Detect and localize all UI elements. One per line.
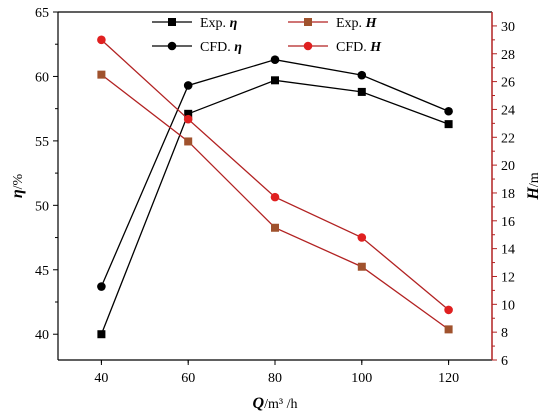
series-line <box>100 79 449 335</box>
axes: 40 60 80 100 120 40 45 50 55 60 65 6 8 10 12 14 16 18 20 22… <box>9 6 542 412</box>
legend-marker <box>168 18 176 26</box>
x-axis-var: Q <box>253 395 265 412</box>
y-right-var: H <box>525 187 542 201</box>
series-3 <box>97 70 453 334</box>
data-point <box>97 35 106 45</box>
y-left-tick-label: 55 <box>35 135 49 150</box>
legend-label-var: η <box>234 40 242 55</box>
legend-label-var: H <box>369 40 382 55</box>
legend-label-text: Exp. <box>336 16 366 31</box>
y-right-tick-label: 6 <box>501 354 508 369</box>
data-point <box>357 70 367 80</box>
y-left-var: η <box>9 189 26 198</box>
y-right-tick-label: 18 <box>501 187 515 202</box>
legend-label-text: CFD. <box>336 40 370 55</box>
y-left-title: η/% <box>9 174 26 199</box>
x-tick-label: 120 <box>438 371 459 386</box>
y-right-tick-label: 16 <box>501 215 515 230</box>
series-2 <box>97 55 453 291</box>
data-point <box>444 305 453 315</box>
data-point <box>270 55 280 64</box>
y-right-tick-label: 12 <box>501 270 515 285</box>
y-right-tick-label: 26 <box>501 76 515 91</box>
data-point <box>357 87 366 96</box>
legend-item-3: Exp. H <box>288 16 378 31</box>
legend-item-2: CFD. η <box>152 40 242 55</box>
data-point <box>271 76 279 85</box>
y-right-tick-label: 20 <box>501 159 515 174</box>
y-left-tick-label: 45 <box>35 264 49 279</box>
data-point <box>97 70 106 79</box>
series-line <box>100 59 449 287</box>
data-point <box>270 192 280 202</box>
series-layer <box>97 35 453 339</box>
series-4 <box>97 35 453 315</box>
legend-label-text: CFD. <box>200 40 234 55</box>
legend-marker <box>167 41 177 51</box>
legend-marker <box>304 18 312 26</box>
series-1 <box>97 76 453 339</box>
y-left-tick-label: 60 <box>35 70 49 85</box>
legend-item-4: CFD. H <box>288 40 382 55</box>
legend-label-var: η <box>230 16 238 31</box>
data-point <box>97 330 106 339</box>
legend-label-var: H <box>365 16 378 31</box>
y-left-unit: /% <box>11 174 26 190</box>
y-right-tick-label: 30 <box>501 20 515 35</box>
x-tick-label: 100 <box>351 371 372 386</box>
y-left-tick-label: 65 <box>35 6 49 21</box>
y-left-tick-label: 50 <box>35 199 49 214</box>
legend-label: CFD. H <box>336 40 382 55</box>
y-right-tick-label: 22 <box>501 131 515 146</box>
x-tick-label: 40 <box>94 371 108 386</box>
data-point <box>184 109 193 118</box>
data-point <box>444 106 453 116</box>
legend-label: Exp. H <box>336 16 378 31</box>
x-tick-label: 80 <box>268 371 282 386</box>
x-axis-unit: /m³ /h <box>264 397 297 412</box>
x-tick-label: 60 <box>181 371 195 386</box>
data-point <box>444 325 453 334</box>
data-point <box>357 262 366 271</box>
data-point <box>271 223 279 232</box>
x-axis-title: Q/m³ /h <box>253 395 298 412</box>
data-point <box>183 81 193 90</box>
y-right-tick-label: 8 <box>501 326 508 341</box>
data-point <box>444 120 453 129</box>
legend-item-1: Exp. η <box>152 16 238 31</box>
data-point <box>184 137 193 146</box>
legend-label: Exp. η <box>200 16 238 31</box>
data-point <box>97 282 106 291</box>
data-point <box>357 233 367 242</box>
legend-label-text: Exp. <box>200 16 230 31</box>
y-right-tick-label: 14 <box>501 243 515 258</box>
y-right-tick-label: 28 <box>501 48 515 63</box>
legend-label: CFD. η <box>200 40 242 55</box>
data-point <box>183 114 193 124</box>
y-right-tick-label: 24 <box>501 103 515 118</box>
y-left-tick-label: 40 <box>35 328 49 343</box>
y-right-title: H/m <box>525 172 542 200</box>
y-right-tick-label: 10 <box>501 298 515 313</box>
legend-marker <box>303 41 313 51</box>
y-right-unit: /m <box>527 172 542 187</box>
